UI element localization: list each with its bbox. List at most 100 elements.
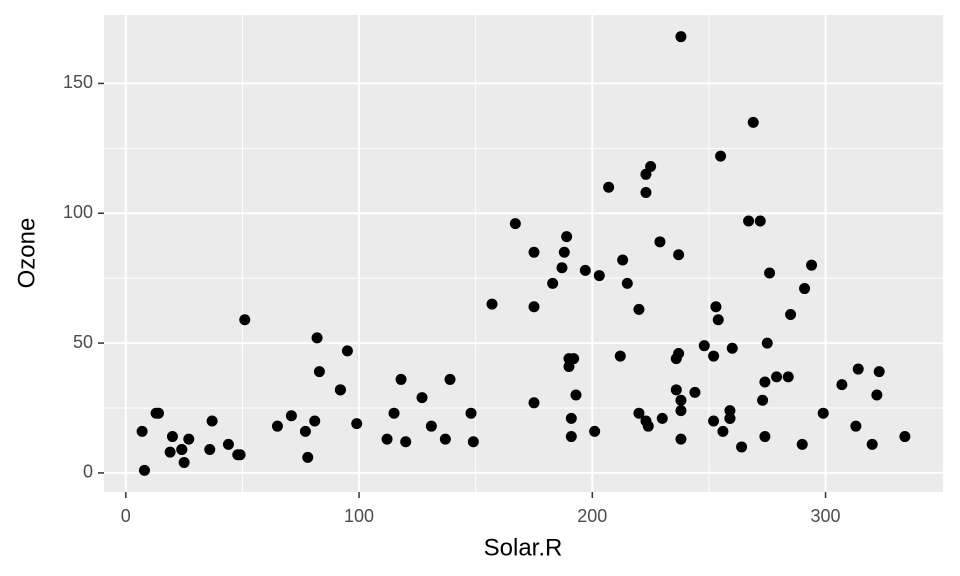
point — [799, 283, 811, 295]
point — [206, 415, 218, 427]
point — [759, 431, 771, 443]
x-tick-label: 300 — [811, 506, 841, 526]
point — [836, 379, 848, 391]
point — [547, 277, 559, 289]
point — [873, 366, 885, 378]
point — [271, 420, 283, 432]
point — [593, 270, 605, 282]
point — [589, 425, 601, 437]
y-axis-title: Ozone — [13, 218, 40, 289]
point — [138, 464, 150, 476]
point — [183, 433, 195, 445]
point — [556, 262, 568, 274]
panel — [104, 15, 943, 492]
point — [565, 431, 577, 443]
point — [313, 366, 325, 378]
point — [640, 186, 652, 198]
point — [309, 415, 321, 427]
y-tick-label: 0 — [83, 462, 93, 482]
point — [764, 267, 776, 279]
point — [579, 264, 591, 276]
point — [239, 314, 251, 326]
point — [395, 373, 407, 385]
point — [698, 340, 710, 352]
point — [785, 309, 797, 321]
point — [747, 116, 759, 128]
y-tick-label: 100 — [63, 202, 93, 222]
point — [817, 407, 829, 419]
point — [388, 407, 400, 419]
point — [708, 350, 720, 362]
point — [712, 314, 724, 326]
y-tick-label: 50 — [73, 332, 93, 352]
point — [614, 350, 626, 362]
point — [645, 161, 657, 173]
point — [467, 436, 479, 448]
point — [675, 433, 687, 445]
point — [673, 249, 685, 261]
point — [285, 410, 297, 422]
x-tick-label: 200 — [577, 506, 607, 526]
point — [782, 371, 794, 383]
point — [675, 31, 687, 43]
point — [656, 412, 668, 424]
point — [871, 389, 883, 401]
point — [736, 441, 748, 453]
point — [850, 420, 862, 432]
point — [757, 394, 769, 406]
point — [866, 438, 878, 450]
point — [717, 425, 729, 437]
point — [603, 181, 615, 193]
x-tick-label: 100 — [344, 506, 374, 526]
x-tick-label: 0 — [121, 506, 131, 526]
point — [152, 407, 164, 419]
point — [528, 397, 540, 409]
point — [302, 451, 314, 463]
point — [759, 376, 771, 388]
point — [621, 277, 633, 289]
point — [416, 392, 428, 404]
point — [640, 415, 652, 427]
point — [743, 215, 755, 227]
point — [334, 384, 346, 396]
point — [565, 412, 577, 424]
point — [670, 384, 682, 396]
point — [724, 412, 736, 424]
point — [341, 345, 353, 357]
point — [311, 332, 323, 344]
point — [754, 215, 766, 227]
x-axis-title: Solar.R — [484, 534, 563, 561]
point — [558, 246, 570, 258]
point — [299, 425, 311, 437]
point — [633, 407, 645, 419]
point — [486, 298, 498, 310]
point — [899, 431, 911, 443]
point — [528, 301, 540, 313]
point — [570, 389, 582, 401]
point — [509, 218, 521, 230]
point — [617, 254, 629, 266]
y-tick-label: 150 — [63, 72, 93, 92]
point — [710, 301, 722, 313]
point — [164, 446, 176, 458]
point — [563, 353, 575, 365]
point — [726, 342, 738, 354]
point — [689, 386, 701, 398]
point — [771, 371, 783, 383]
point — [675, 405, 687, 417]
point — [465, 407, 477, 419]
point — [234, 449, 246, 461]
point — [796, 438, 808, 450]
point — [136, 425, 148, 437]
point — [222, 438, 234, 450]
point — [633, 303, 645, 315]
point — [724, 405, 736, 417]
point — [806, 259, 818, 271]
point — [176, 444, 188, 456]
point — [654, 236, 666, 248]
point — [675, 394, 687, 406]
point — [715, 150, 727, 162]
point — [561, 231, 573, 243]
point — [708, 415, 720, 427]
